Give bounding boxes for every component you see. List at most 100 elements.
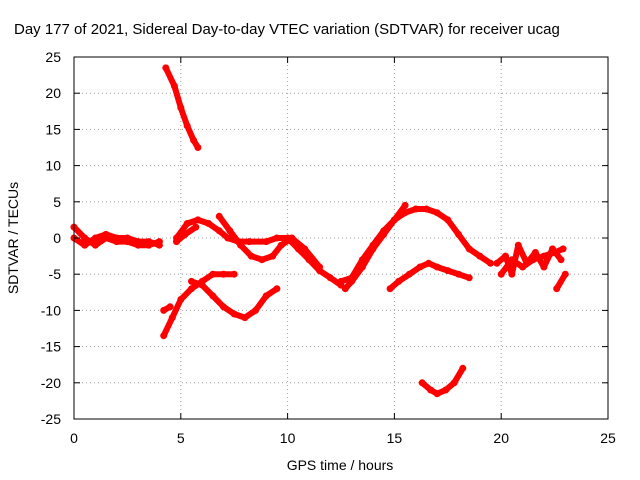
data-point xyxy=(224,234,232,242)
data-point xyxy=(455,270,462,278)
chart-title: Day 177 of 2021, Sidereal Day-to-day VTE… xyxy=(14,21,560,38)
data-point xyxy=(316,263,324,271)
data-point xyxy=(181,230,189,238)
data-point xyxy=(301,245,309,253)
data-point xyxy=(145,238,153,246)
data-point xyxy=(220,270,227,278)
data-point xyxy=(401,201,409,209)
data-point xyxy=(220,303,227,311)
data-point xyxy=(390,216,398,224)
data-point xyxy=(192,223,200,231)
data-point xyxy=(215,212,223,220)
data-point xyxy=(162,64,170,72)
data-point xyxy=(358,263,366,271)
data-point xyxy=(380,230,388,238)
data-point xyxy=(262,238,270,246)
data-point xyxy=(341,285,349,293)
data-point xyxy=(177,104,185,112)
data-point xyxy=(252,306,260,314)
data-point xyxy=(81,234,89,242)
data-point xyxy=(273,285,281,293)
data-point xyxy=(559,245,567,253)
data-point xyxy=(166,303,174,311)
data-point xyxy=(241,314,249,322)
data-point xyxy=(123,234,131,242)
tick-labels: 0 5 10 15 20 25 25 20 15 10 5 0 -5 -10 -15 -20 -25 xyxy=(41,49,616,446)
data-point xyxy=(215,227,223,235)
x-tick-label: 10 xyxy=(280,430,296,446)
x-axis-label: GPS time / hours xyxy=(287,457,394,473)
data-point xyxy=(188,285,195,293)
data-point xyxy=(487,259,494,267)
data-point xyxy=(540,252,548,260)
data-point xyxy=(442,386,450,394)
y-tick-label: 10 xyxy=(45,158,61,174)
data-point xyxy=(412,205,420,213)
data-point xyxy=(277,241,285,249)
data-point xyxy=(519,263,527,271)
data-point xyxy=(173,238,180,246)
data-point xyxy=(273,234,281,242)
plot-series xyxy=(70,64,569,398)
data-point xyxy=(450,379,458,387)
data-point xyxy=(433,209,441,217)
data-point xyxy=(230,270,238,278)
data-point xyxy=(337,277,345,285)
data-point xyxy=(262,292,270,300)
axis-ticks xyxy=(73,56,609,420)
y-tick-label: 5 xyxy=(53,194,61,210)
data-point xyxy=(497,270,505,278)
data-point xyxy=(444,267,452,275)
data-point xyxy=(160,332,168,340)
data-point xyxy=(183,122,191,130)
data-point xyxy=(245,238,253,246)
data-point xyxy=(425,259,433,267)
data-point xyxy=(455,230,462,238)
x-tick-label: 20 xyxy=(493,430,509,446)
data-point xyxy=(230,310,238,318)
data-point xyxy=(134,238,142,246)
data-point xyxy=(416,263,424,271)
data-point xyxy=(540,263,548,271)
data-point xyxy=(502,252,509,260)
data-point xyxy=(209,270,217,278)
y-tick-label: 25 xyxy=(45,49,61,65)
data-point xyxy=(465,245,473,253)
data-point xyxy=(459,364,467,372)
data-point xyxy=(160,306,168,314)
data-point xyxy=(168,314,176,322)
data-point xyxy=(427,386,435,394)
x-tick-label: 15 xyxy=(387,430,403,446)
y-tick-label: 20 xyxy=(45,85,61,101)
data-point xyxy=(177,296,185,303)
data-point xyxy=(433,263,441,271)
data-point xyxy=(91,234,99,242)
data-point xyxy=(493,259,501,267)
data-point xyxy=(405,270,413,278)
data-point xyxy=(188,277,195,285)
data-point xyxy=(553,285,561,293)
y-tick-label: -25 xyxy=(41,411,61,427)
data-point xyxy=(531,249,539,256)
data-point xyxy=(529,256,537,264)
data-point xyxy=(237,241,245,249)
data-point xyxy=(418,379,426,387)
y-tick-label: -5 xyxy=(49,266,62,282)
data-point xyxy=(81,241,89,249)
data-point xyxy=(551,249,559,256)
data-point xyxy=(170,82,178,90)
data-point xyxy=(102,230,110,238)
x-tick-label: 25 xyxy=(600,430,616,446)
data-point xyxy=(557,256,565,264)
x-tick-label: 5 xyxy=(177,430,185,446)
data-point xyxy=(288,234,296,242)
data-point xyxy=(476,252,484,260)
data-point xyxy=(209,292,217,300)
data-point xyxy=(226,227,234,235)
data-point xyxy=(258,256,266,264)
y-axis-label: SDTVAR / TECUs xyxy=(5,182,21,294)
data-point xyxy=(91,241,99,249)
data-point xyxy=(247,252,255,260)
y-tick-label: -15 xyxy=(41,339,61,355)
data-point xyxy=(508,256,516,264)
